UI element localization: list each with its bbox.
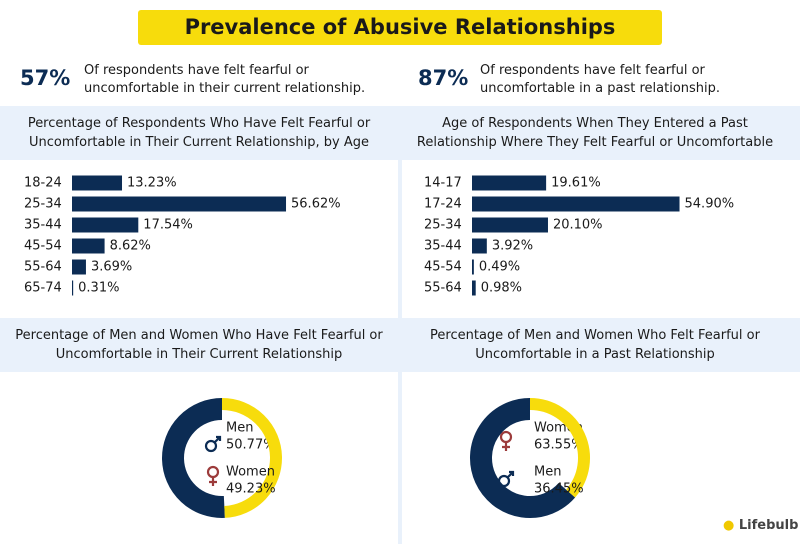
category-label: 55-64 [424, 281, 462, 296]
chart-title: Percentage of Respondents Who Have Felt … [27, 116, 371, 150]
title-band [0, 318, 398, 372]
bar [72, 259, 86, 275]
stat-text: Of respondents have felt fearful or unco… [84, 63, 366, 96]
bar [472, 238, 487, 254]
title-band [402, 318, 800, 372]
value-label: 63.55% [534, 438, 584, 453]
category-label: 25-34 [424, 218, 462, 233]
page-title: Prevalence of Abusive Relationships [184, 15, 616, 39]
value-label: 36.45% [534, 482, 584, 497]
title-band [0, 106, 398, 160]
value-label: 13.23% [127, 176, 177, 191]
chart-title: Percentage of Men and Women Who Have Fel… [15, 328, 383, 362]
value-label: 3.69% [91, 260, 132, 275]
category-label: 25-34 [24, 197, 62, 212]
value-label: 3.92% [492, 239, 533, 254]
divider [398, 106, 402, 544]
category-label: 55-64 [24, 260, 62, 275]
value-label: 19.61% [551, 176, 601, 191]
legend-label: Men [226, 421, 253, 436]
bar [72, 280, 74, 296]
value-label: 49.23% [226, 482, 276, 497]
female-icon [499, 430, 513, 451]
stat-value: 87% [418, 66, 469, 90]
legend-label: Women [226, 465, 275, 480]
category-label: 18-24 [24, 176, 62, 191]
value-label: 20.10% [553, 218, 603, 233]
stat-text: Of respondents have felt fearful or unco… [480, 63, 721, 96]
bar [72, 196, 287, 212]
category-label: 17-24 [424, 197, 462, 212]
bar [472, 259, 474, 275]
bar [72, 238, 105, 254]
bar [472, 175, 547, 191]
category-label: 35-44 [424, 239, 462, 254]
title-box [138, 10, 662, 45]
value-label: 54.90% [685, 197, 735, 212]
brand: ● Lifebulb [723, 518, 799, 533]
value-label: 8.62% [110, 239, 151, 254]
bar [472, 196, 680, 212]
value-label: 0.49% [479, 260, 520, 275]
chart-title: Age of Respondents When They Entered a P… [416, 116, 774, 150]
value-label: 0.31% [78, 281, 119, 296]
value-label: 17.54% [143, 218, 193, 233]
category-label: 14-17 [424, 176, 462, 191]
value-label: 0.98% [481, 281, 522, 296]
bar [472, 280, 476, 296]
title-band [402, 106, 800, 160]
category-label: 45-54 [24, 239, 62, 254]
stat-value: 57% [20, 66, 71, 90]
bar [72, 175, 123, 191]
value-label: 50.77% [226, 438, 276, 453]
brand-name: Lifebulb [738, 518, 799, 533]
bar [72, 217, 139, 233]
donut-segment [529, 398, 590, 498]
donut-segment [470, 398, 576, 518]
legend-label: Men [534, 465, 561, 480]
value-label: 56.62% [291, 197, 341, 212]
donut-segment [162, 398, 225, 518]
category-label: 35-44 [24, 218, 62, 233]
chart-title: Percentage of Men and Women Who Felt Fea… [430, 328, 760, 362]
category-label: 65-74 [24, 281, 62, 296]
female-icon [206, 465, 220, 486]
bar [472, 217, 548, 233]
category-label: 45-54 [424, 260, 462, 275]
donut-segment [221, 398, 282, 518]
male-icon [204, 435, 222, 453]
